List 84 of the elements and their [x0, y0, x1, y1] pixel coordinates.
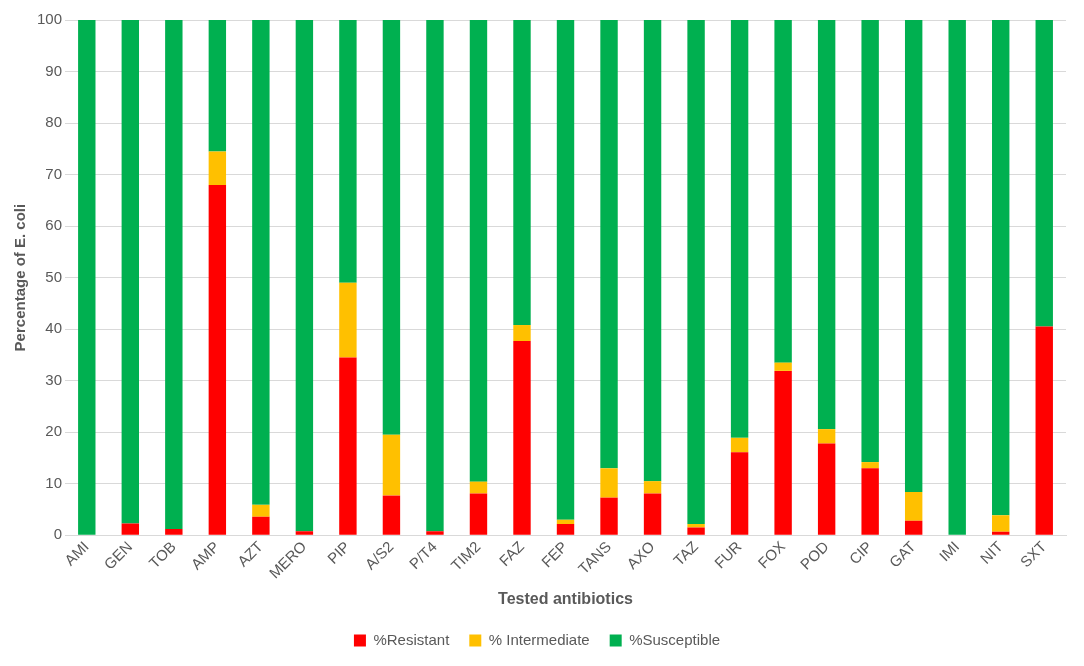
- x-tick-label: AMI: [60, 537, 92, 569]
- bar: [730, 437, 749, 453]
- bar: [556, 519, 575, 524]
- legend-label: %Susceptible: [629, 630, 721, 648]
- bar: [600, 497, 618, 535]
- y-tick-label: 100: [37, 10, 63, 28]
- x-tick-label: TOB: [145, 537, 179, 572]
- bar: [992, 515, 1010, 532]
- bar: [339, 357, 357, 535]
- x-tick-label: PIP: [323, 537, 353, 567]
- bar: [426, 20, 444, 532]
- bar: [295, 531, 314, 535]
- bar: [817, 20, 836, 430]
- y-tick-label: 60: [45, 216, 63, 234]
- bar: [774, 20, 792, 363]
- bar: [774, 362, 792, 371]
- y-tick-label: 30: [45, 370, 63, 388]
- bar: [556, 523, 575, 535]
- x-tick-label: TAZ: [669, 537, 702, 569]
- bar: [469, 20, 488, 482]
- y-axis-title: Percentage of E. coli: [11, 203, 29, 352]
- bar: [513, 325, 531, 341]
- bar: [687, 20, 705, 524]
- bar: [295, 20, 314, 532]
- bar: [904, 20, 923, 492]
- bar: [382, 434, 401, 496]
- legend-label: %Resistant: [373, 630, 451, 648]
- bar: [252, 504, 270, 517]
- y-tick-label: 0: [53, 525, 63, 543]
- bar: [339, 20, 357, 283]
- bar: [382, 20, 401, 435]
- y-tick-label: 90: [45, 61, 63, 79]
- bar: [687, 523, 705, 528]
- bar: [643, 493, 662, 535]
- bar: [817, 429, 836, 444]
- bar: [339, 282, 357, 358]
- bar: [904, 491, 923, 521]
- bar: [600, 20, 618, 469]
- y-tick-label: 20: [45, 422, 63, 440]
- bar: [643, 20, 662, 482]
- bar: [208, 151, 227, 185]
- bar: [1035, 326, 1053, 535]
- bar: [165, 20, 183, 530]
- bar: [861, 462, 879, 469]
- bar: [469, 481, 488, 494]
- bar: [992, 531, 1010, 535]
- bar: [600, 468, 618, 498]
- bar: [382, 495, 401, 535]
- legend-label: % Intermediate: [488, 630, 590, 648]
- bar: [687, 527, 705, 535]
- bar: [426, 531, 444, 535]
- bar: [992, 20, 1010, 516]
- bar: [948, 20, 966, 535]
- bar: [556, 20, 575, 520]
- bar: [121, 523, 140, 535]
- bar: [208, 20, 227, 152]
- bar: [513, 341, 531, 535]
- bar: [774, 370, 792, 535]
- bar: [165, 529, 183, 535]
- y-tick-label: 70: [45, 164, 63, 182]
- y-tick-label: 10: [45, 473, 63, 491]
- bar: [730, 452, 749, 535]
- y-tick-label: 50: [45, 267, 63, 285]
- bar: [904, 520, 923, 535]
- bar: [513, 20, 531, 326]
- bar: [252, 516, 270, 535]
- bar: [208, 184, 227, 535]
- x-tick-label: NIT: [976, 537, 1006, 567]
- bar: [817, 443, 836, 535]
- y-tick-label: 40: [45, 319, 63, 337]
- bar: [861, 468, 879, 535]
- bar: [78, 20, 96, 535]
- x-tick-label: CIP: [845, 537, 876, 568]
- x-tick-label: IMI: [935, 537, 963, 565]
- bar: [643, 481, 662, 494]
- bar: [469, 493, 488, 535]
- y-tick-label: 80: [45, 113, 63, 131]
- bar: [121, 20, 140, 524]
- x-axis-title: Tested antibiotics: [498, 589, 634, 607]
- bar: [861, 20, 879, 463]
- x-tick-label: FAZ: [495, 537, 528, 570]
- bar: [1035, 20, 1053, 327]
- bar: [252, 20, 270, 505]
- bar: [730, 20, 749, 438]
